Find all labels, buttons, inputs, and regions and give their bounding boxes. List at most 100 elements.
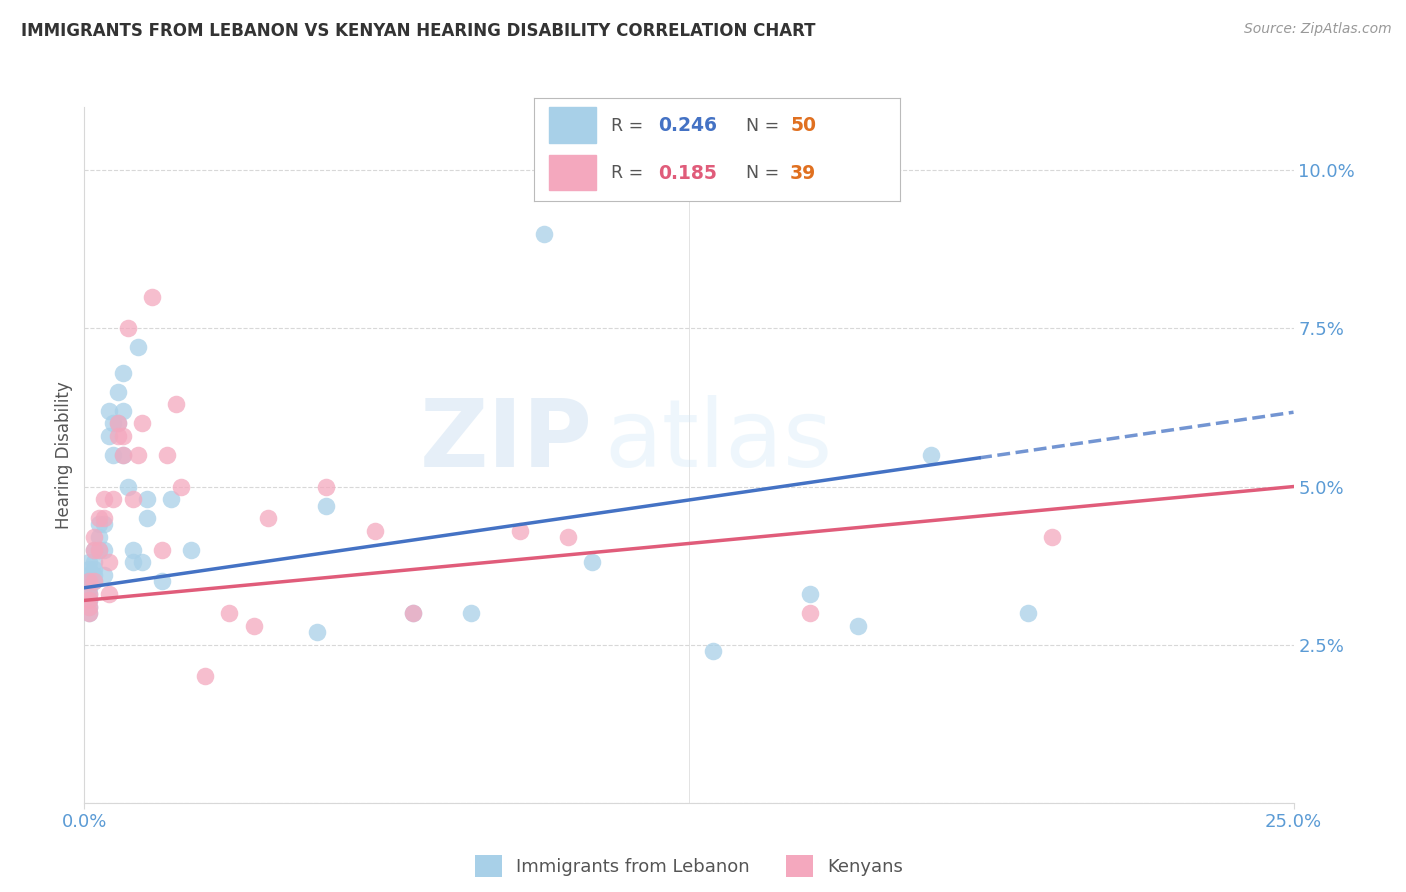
Text: IMMIGRANTS FROM LEBANON VS KENYAN HEARING DISABILITY CORRELATION CHART: IMMIGRANTS FROM LEBANON VS KENYAN HEARIN…	[21, 22, 815, 40]
Point	[93, 542, 115, 557]
Point	[581, 556, 603, 570]
Point	[87, 517, 110, 532]
Point	[136, 511, 159, 525]
Point	[77, 581, 100, 595]
Point	[77, 562, 100, 576]
Point	[97, 587, 120, 601]
Point	[112, 403, 135, 417]
Point	[87, 542, 110, 557]
Point	[557, 530, 579, 544]
Point	[103, 492, 125, 507]
Point	[83, 574, 105, 589]
Text: 0.185: 0.185	[658, 163, 717, 183]
Point	[103, 448, 125, 462]
Point	[83, 562, 105, 576]
Point	[121, 556, 143, 570]
Point	[93, 568, 115, 582]
Point	[83, 556, 105, 570]
Point	[97, 556, 120, 570]
Point	[127, 340, 149, 354]
Point	[77, 574, 100, 589]
Point	[402, 606, 425, 620]
Point	[363, 524, 385, 538]
Text: 50: 50	[790, 116, 815, 136]
Y-axis label: Hearing Disability: Hearing Disability	[55, 381, 73, 529]
Point	[77, 606, 100, 620]
Point	[97, 429, 120, 443]
Text: R =: R =	[612, 164, 648, 182]
Point	[77, 599, 100, 614]
Point	[97, 403, 120, 417]
Point	[77, 587, 100, 601]
Point	[315, 479, 337, 493]
Point	[77, 568, 100, 582]
Legend: Immigrants from Lebanon, Kenyans: Immigrants from Lebanon, Kenyans	[467, 847, 911, 884]
Point	[77, 556, 100, 570]
Point	[194, 669, 217, 683]
Point	[107, 384, 129, 399]
Point	[77, 599, 100, 614]
Point	[141, 290, 163, 304]
Text: 39: 39	[790, 163, 817, 183]
Point	[103, 417, 125, 431]
Point	[83, 542, 105, 557]
Point	[165, 397, 187, 411]
Point	[846, 618, 869, 632]
Point	[533, 227, 555, 241]
Point	[117, 479, 139, 493]
Text: Source: ZipAtlas.com: Source: ZipAtlas.com	[1244, 22, 1392, 37]
Point	[155, 448, 177, 462]
Text: ZIP: ZIP	[419, 395, 592, 487]
Point	[799, 587, 821, 601]
Point	[180, 542, 202, 557]
Point	[107, 429, 129, 443]
Point	[509, 524, 531, 538]
Point	[83, 568, 105, 582]
Point	[136, 492, 159, 507]
Point	[305, 625, 328, 640]
Bar	[548, 107, 596, 144]
Point	[77, 574, 100, 589]
Point	[160, 492, 183, 507]
Point	[150, 574, 173, 589]
Text: N =: N =	[747, 117, 785, 135]
Text: R =: R =	[612, 117, 648, 135]
Point	[77, 593, 100, 607]
Point	[131, 417, 153, 431]
Point	[127, 448, 149, 462]
Point	[170, 479, 193, 493]
Point	[218, 606, 240, 620]
Point	[87, 511, 110, 525]
Point	[112, 429, 135, 443]
Point	[112, 448, 135, 462]
Point	[87, 542, 110, 557]
Point	[460, 606, 482, 620]
Point	[402, 606, 425, 620]
Point	[1040, 530, 1063, 544]
Point	[257, 511, 280, 525]
Point	[77, 587, 100, 601]
Text: atlas: atlas	[605, 395, 832, 487]
Point	[920, 448, 942, 462]
Point	[242, 618, 264, 632]
Point	[77, 593, 100, 607]
Point	[93, 511, 115, 525]
Bar	[548, 154, 596, 190]
Point	[83, 574, 105, 589]
Point	[121, 492, 143, 507]
Point	[93, 492, 115, 507]
Text: 0.246: 0.246	[658, 116, 717, 136]
Point	[799, 606, 821, 620]
Point	[112, 448, 135, 462]
Point	[87, 530, 110, 544]
Point	[77, 606, 100, 620]
Point	[150, 542, 173, 557]
Point	[131, 556, 153, 570]
Text: N =: N =	[747, 164, 785, 182]
Point	[112, 366, 135, 380]
Point	[107, 417, 129, 431]
Point	[121, 542, 143, 557]
Point	[83, 530, 105, 544]
Point	[1017, 606, 1039, 620]
Point	[702, 644, 724, 658]
